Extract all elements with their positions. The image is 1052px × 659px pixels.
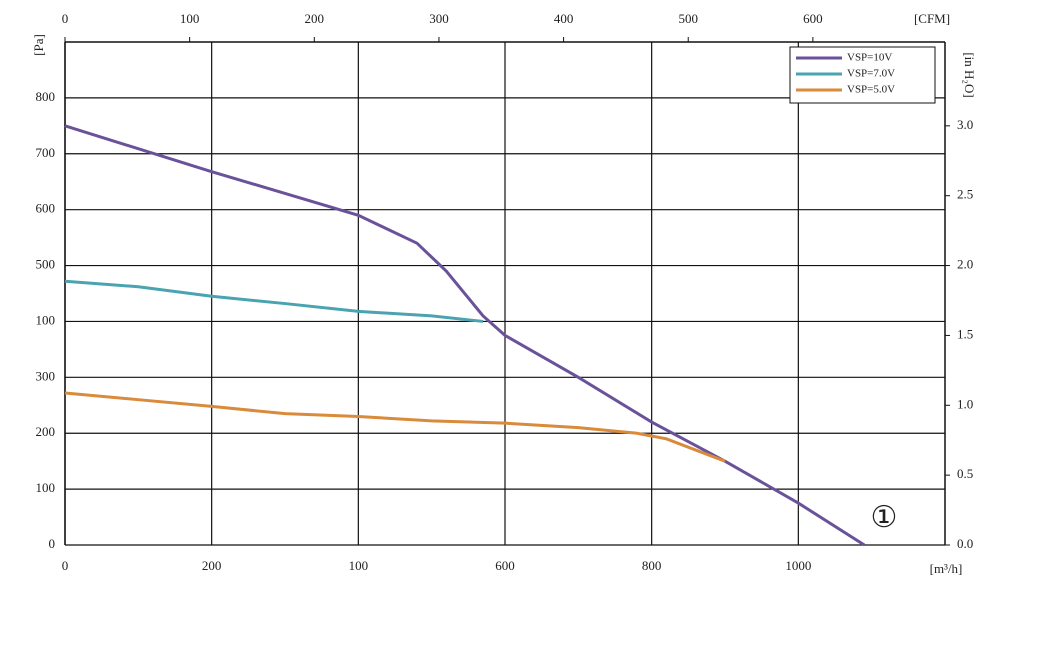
y-tick-label: 700 (36, 145, 56, 160)
x2-tick-label: 200 (305, 11, 325, 26)
y-tick-label: 300 (36, 368, 56, 383)
x2-axis-label: [CFM] (914, 11, 950, 26)
y2-tick-label: 2.0 (957, 257, 973, 272)
series-line (64, 391, 726, 463)
y-tick-label: 500 (36, 257, 56, 272)
y-tick-label: 100 (36, 312, 56, 327)
y-tick-label: 200 (36, 424, 56, 439)
x2-tick-label: 500 (678, 11, 698, 26)
y2-tick-label: 1.0 (957, 396, 973, 411)
x-tick-label: 0 (62, 558, 69, 573)
y2-tick-label: 0.0 (957, 536, 973, 551)
y-tick-label: 0 (49, 536, 56, 551)
legend-label: VSP=7.0V (847, 68, 895, 80)
x2-tick-label: 100 (180, 11, 200, 26)
x-tick-label: 100 (349, 558, 369, 573)
x2-tick-label: 300 (429, 11, 449, 26)
series-line (64, 124, 866, 547)
x2-tick-label: 400 (554, 11, 574, 26)
y2-axis-label: [in H₂O] (962, 52, 977, 97)
x2-tick-label: 600 (803, 11, 823, 26)
x-tick-label: 200 (202, 558, 222, 573)
y-tick-label: 800 (36, 89, 56, 104)
x2-tick-label: 0 (62, 11, 69, 26)
y-axis-label: [Pa] (31, 34, 46, 56)
annotation: ① (871, 501, 898, 534)
y2-tick-label: 0.5 (957, 466, 973, 481)
x-tick-label: 800 (642, 558, 662, 573)
x-tick-label: 600 (495, 558, 515, 573)
y-tick-label: 600 (36, 201, 56, 216)
y-tick-label: 100 (36, 480, 56, 495)
legend-label: VSP=5.0V (847, 84, 895, 96)
y2-tick-label: 1.5 (957, 326, 973, 341)
legend-label: VSP=10V (847, 52, 892, 64)
y2-tick-label: 3.0 (957, 117, 973, 132)
series-line (64, 279, 484, 323)
y2-tick-label: 2.5 (957, 187, 973, 202)
x-tick-label: 1000 (785, 558, 811, 573)
x-axis-label: [m³/h] (930, 561, 963, 576)
